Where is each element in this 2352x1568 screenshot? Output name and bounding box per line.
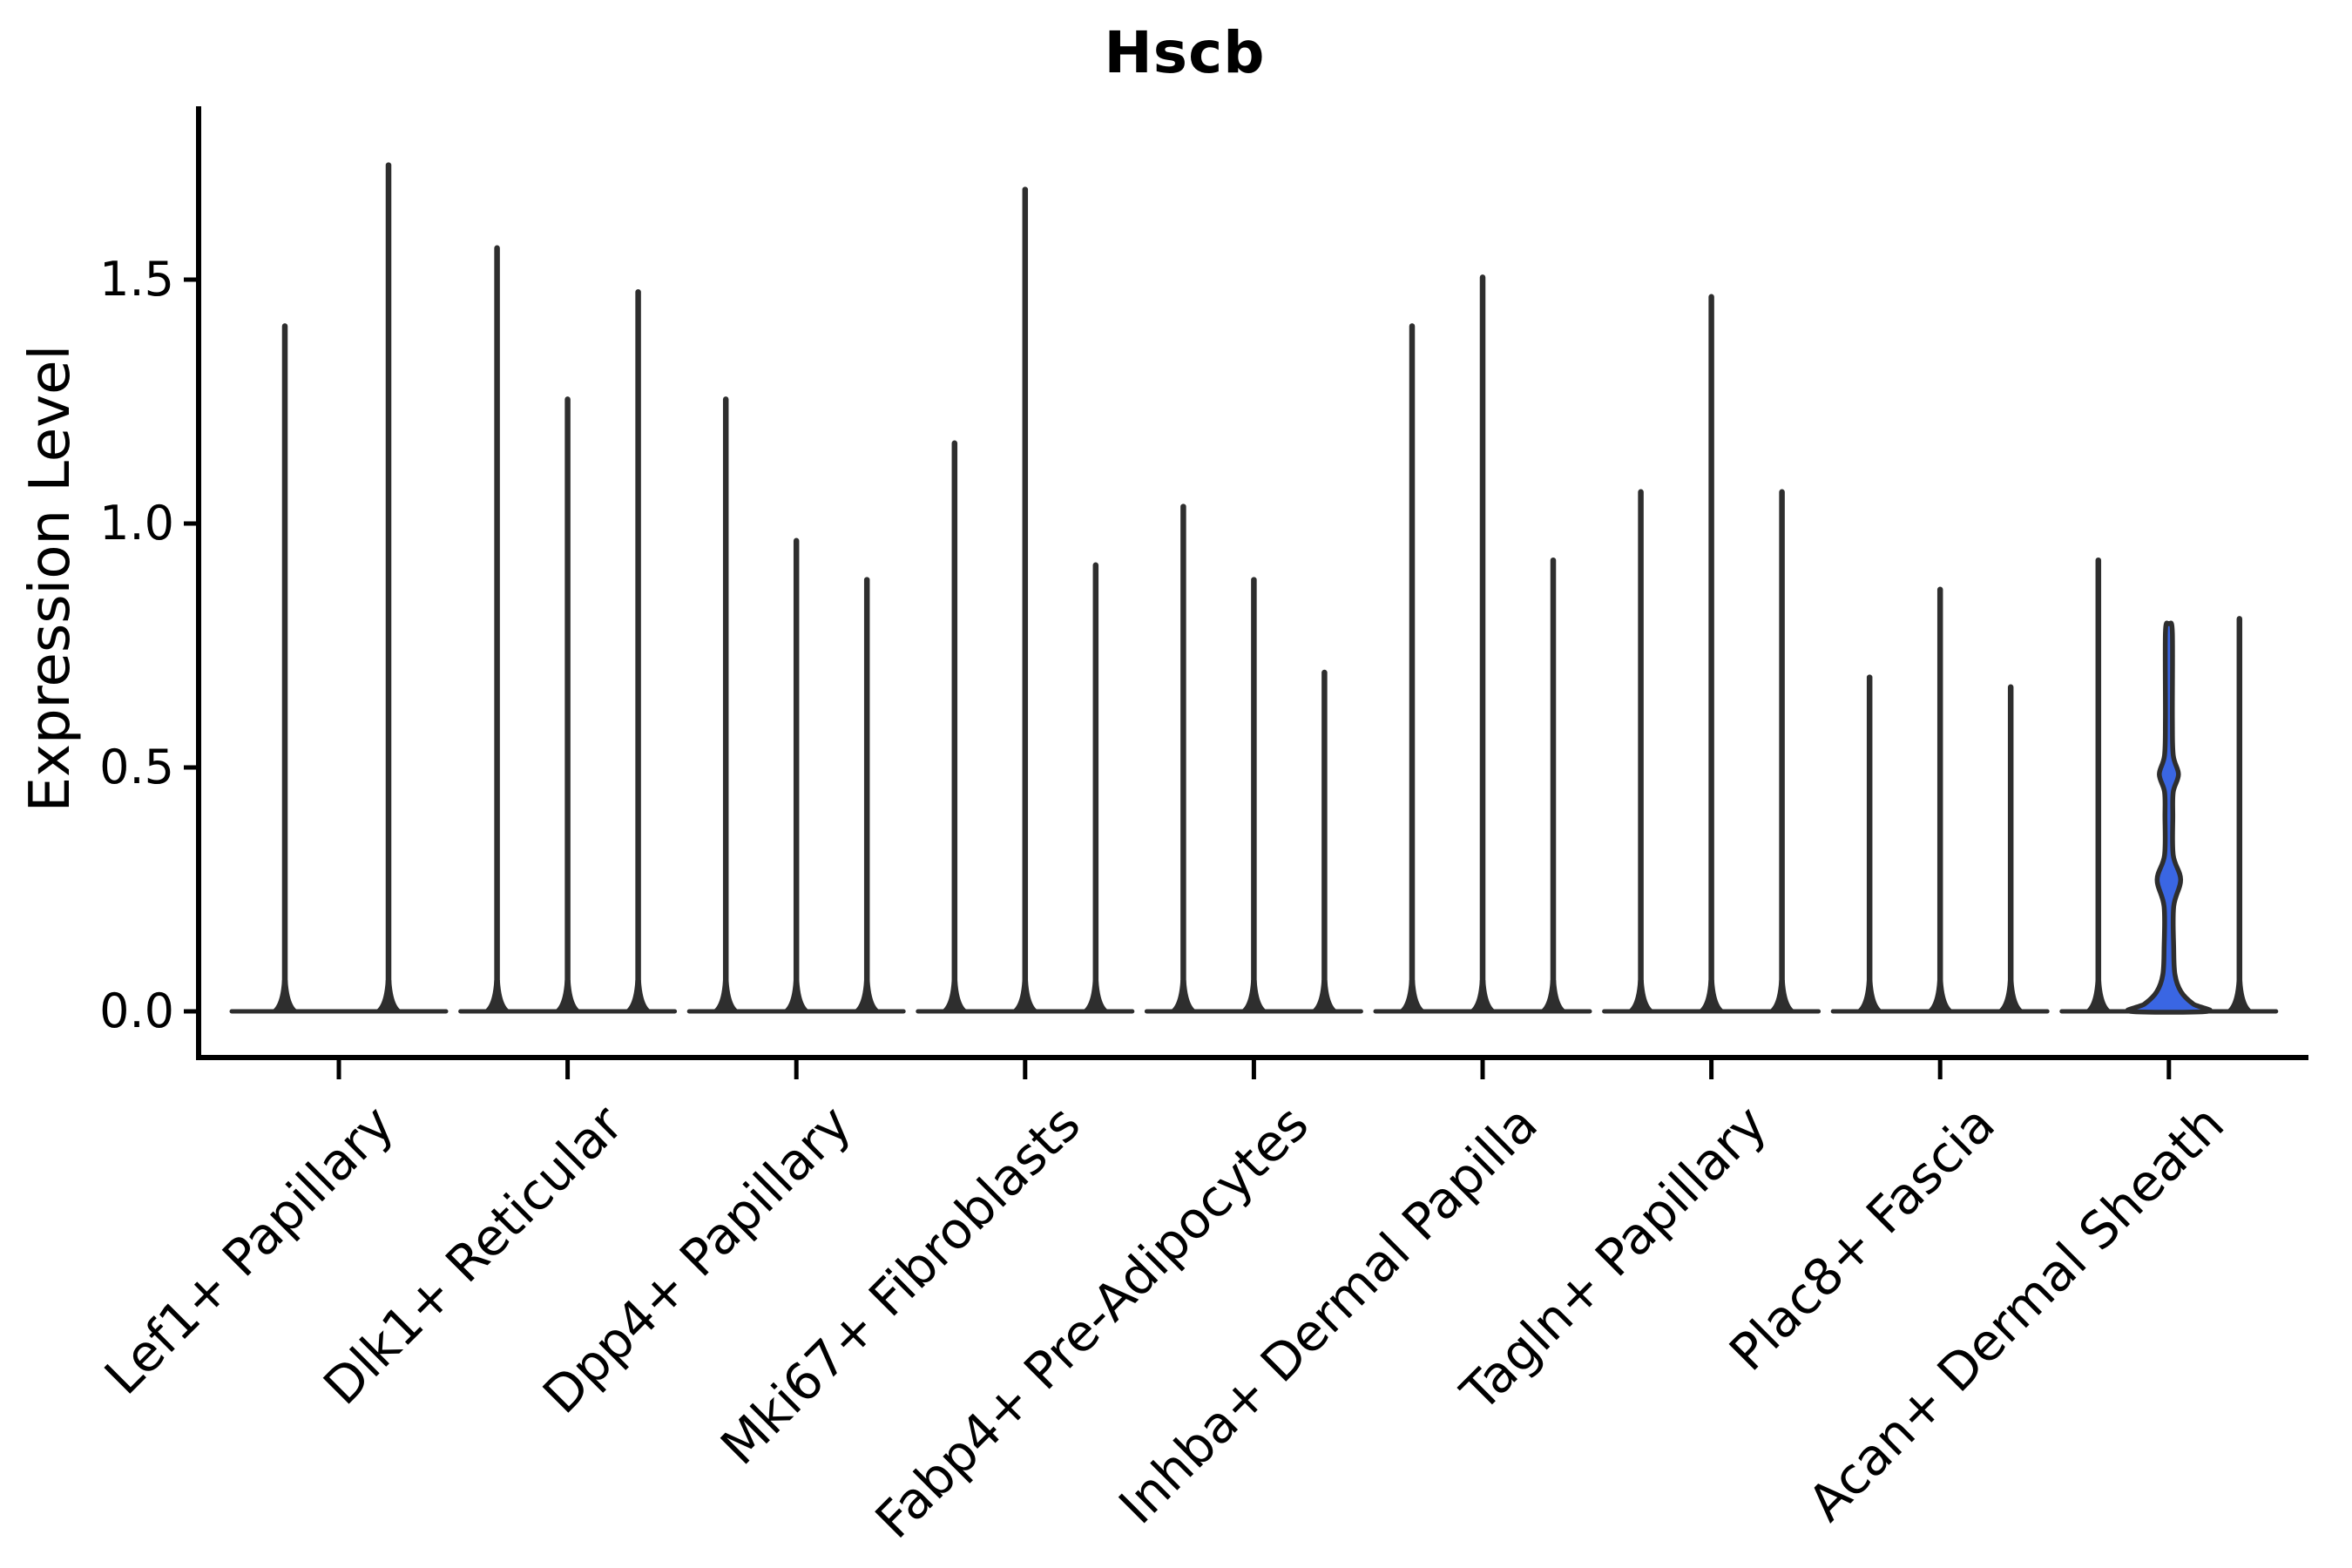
y-tick-label: 1.0 xyxy=(99,496,174,551)
y-tick-label: 0.5 xyxy=(99,740,174,794)
chart-title: Hscb xyxy=(1104,19,1266,86)
y-tick-label: 1.5 xyxy=(99,252,174,307)
violin-highlighted xyxy=(2125,620,2213,1015)
y-tick-label: 0.0 xyxy=(99,983,174,1038)
